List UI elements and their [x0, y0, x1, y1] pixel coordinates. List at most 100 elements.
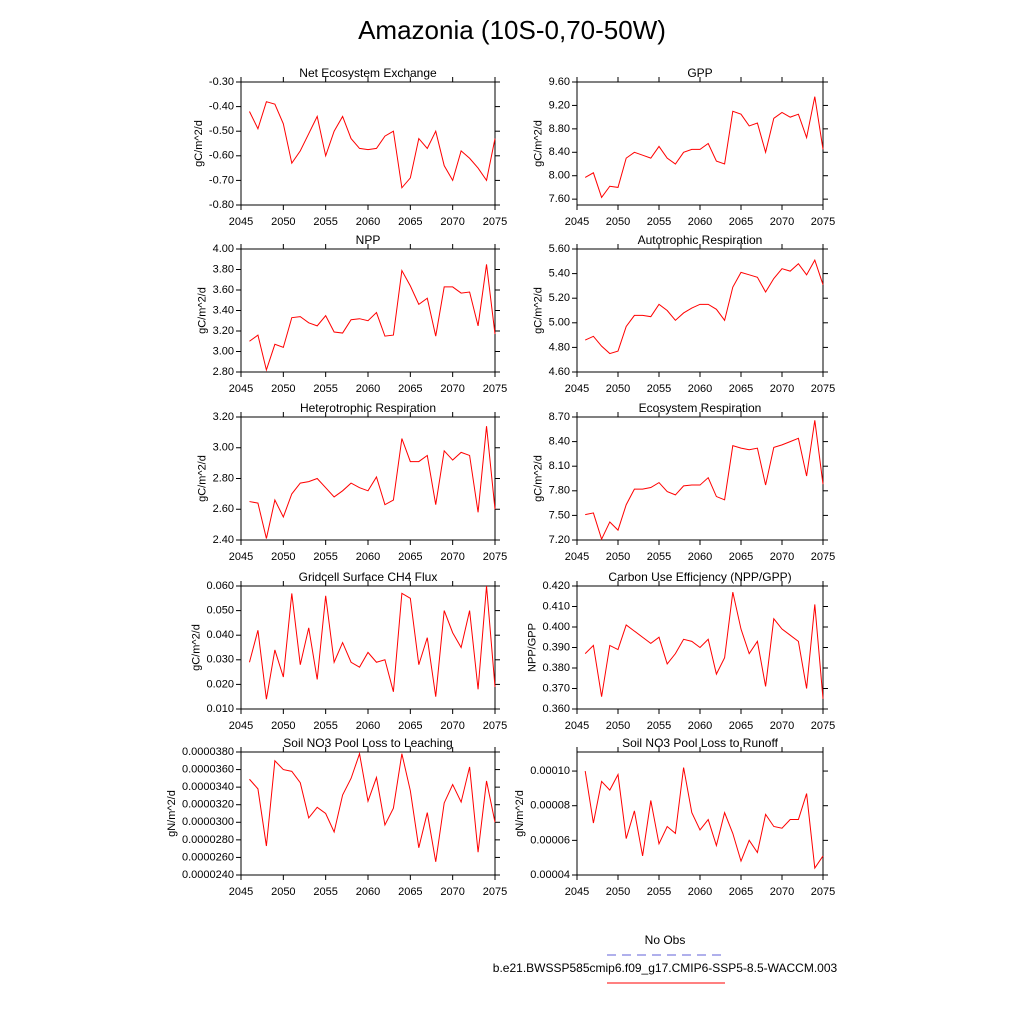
x-tick-label: 2070	[770, 551, 794, 563]
x-tick-label: 2065	[729, 886, 753, 898]
x-tick-label: 2050	[606, 720, 630, 732]
y-tick-label: 3.00	[213, 442, 234, 454]
x-tick-label: 2060	[356, 551, 380, 563]
y-axis-label: gC/m^2/d	[532, 120, 544, 167]
x-tick-label: 2075	[483, 720, 507, 732]
y-tick-label: -0.80	[209, 199, 234, 211]
x-tick-label: 2045	[565, 720, 589, 732]
y-tick-label: 8.80	[549, 123, 570, 135]
panel: GPP 7.60 8.00 8.40 8.80 9.20 9.60 2045 2050 2055 2…	[532, 66, 835, 228]
x-tick-label: 2060	[688, 886, 712, 898]
y-tick-label: 0.00010	[530, 765, 570, 777]
x-tick-label: 2060	[356, 886, 380, 898]
y-tick-label: 0.00006	[530, 834, 570, 846]
y-tick-label: 0.0000300	[182, 816, 234, 828]
x-tick-label: 2055	[647, 886, 671, 898]
y-tick-label: 0.040	[206, 629, 234, 641]
x-tick-label: 2075	[483, 216, 507, 228]
x-tick-label: 2050	[606, 383, 630, 395]
y-tick-label: 0.0000320	[182, 799, 234, 811]
x-tick-label: 2065	[729, 551, 753, 563]
panel: Autotrophic Respiration 4.60 4.80 5.00 5.20 5…	[532, 233, 835, 395]
y-axis-label: gC/m^2/d	[532, 287, 544, 334]
x-tick-label: 2075	[811, 720, 835, 732]
x-tick-label: 2070	[770, 383, 794, 395]
y-tick-label: 0.010	[206, 703, 234, 715]
data-line	[249, 264, 496, 372]
x-tick-label: 2055	[313, 886, 337, 898]
y-tick-label: 0.020	[206, 678, 234, 690]
y-tick-label: 3.40	[213, 304, 234, 316]
panel-title: Gridcell Surface CH4 Flux	[299, 570, 438, 584]
x-tick-label: 2075	[811, 886, 835, 898]
y-tick-label: 7.60	[549, 193, 570, 205]
legend-label: b.e21.BWSSP585cmip6.f09_g17.CMIP6-SSP5-8…	[493, 961, 838, 975]
x-tick-label: 2045	[229, 720, 253, 732]
y-tick-label: 0.0000340	[182, 781, 234, 793]
x-tick-label: 2070	[440, 720, 464, 732]
y-tick-label: 3.80	[213, 263, 234, 275]
panel: Net Ecosystem Exchange -0.80 -0.70 -0.60 -0.…	[193, 66, 507, 228]
data-line	[249, 426, 496, 539]
y-tick-label: 2.80	[213, 472, 234, 484]
y-tick-label: 7.80	[549, 485, 570, 497]
x-tick-label: 2065	[398, 551, 422, 563]
x-tick-label: 2070	[770, 720, 794, 732]
y-tick-label: -0.30	[209, 76, 234, 88]
y-tick-label: 0.050	[206, 605, 234, 617]
y-tick-label: 2.60	[213, 503, 234, 515]
x-tick-label: 2055	[647, 551, 671, 563]
x-tick-label: 2070	[440, 551, 464, 563]
x-tick-label: 2070	[440, 383, 464, 395]
x-tick-label: 2075	[811, 551, 835, 563]
y-tick-label: 4.80	[549, 341, 570, 353]
x-tick-label: 2065	[398, 216, 422, 228]
y-tick-label: 0.0000380	[182, 746, 234, 758]
y-tick-label: 0.00008	[530, 800, 570, 812]
y-tick-label: 8.70	[549, 411, 570, 423]
x-tick-label: 2075	[483, 551, 507, 563]
x-tick-label: 2055	[647, 383, 671, 395]
x-tick-label: 2045	[229, 551, 253, 563]
y-tick-label: 3.20	[213, 411, 234, 423]
panel-title: Carbon Use Efficiency (NPP/GPP)	[608, 570, 791, 584]
panel: Ecosystem Respiration 7.20 7.50 7.80 8.10 8.4…	[532, 401, 835, 563]
plot-frame	[240, 751, 496, 876]
figure-title: Amazonia (10S-0,70-50W)	[358, 15, 666, 45]
x-tick-label: 2065	[398, 383, 422, 395]
data-line	[584, 96, 824, 199]
plot-frame	[240, 585, 496, 710]
x-tick-label: 2060	[356, 720, 380, 732]
panel-title: NPP	[356, 233, 381, 247]
x-tick-label: 2070	[440, 886, 464, 898]
panel-title: Heterotrophic Respiration	[300, 401, 436, 415]
y-tick-label: -0.70	[209, 174, 234, 186]
y-tick-label: 0.360	[542, 703, 570, 715]
y-axis-label: gN/m^2/d	[166, 790, 178, 837]
panel-title: Ecosystem Respiration	[639, 401, 762, 415]
x-tick-label: 2060	[688, 551, 712, 563]
y-tick-label: 0.0000360	[182, 763, 234, 775]
y-axis-label: NPP/GPP	[526, 623, 538, 672]
x-tick-label: 2050	[271, 383, 295, 395]
y-tick-label: 7.50	[549, 509, 570, 521]
y-tick-label: 0.390	[542, 641, 570, 653]
y-tick-label: 0.060	[206, 580, 234, 592]
x-tick-label: 2055	[647, 720, 671, 732]
x-tick-label: 2050	[271, 551, 295, 563]
panel: Carbon Use Efficiency (NPP/GPP) 0.360 0.37…	[526, 570, 835, 732]
y-axis-label: gC/m^2/d	[193, 120, 205, 167]
data-line	[584, 592, 824, 699]
x-tick-label: 2045	[565, 216, 589, 228]
y-tick-label: 9.20	[549, 99, 570, 111]
x-tick-label: 2050	[606, 216, 630, 228]
x-tick-label: 2075	[483, 383, 507, 395]
x-tick-label: 2050	[271, 216, 295, 228]
y-tick-label: 9.60	[549, 76, 570, 88]
y-tick-label: 8.40	[549, 146, 570, 158]
y-tick-label: 8.10	[549, 460, 570, 472]
y-tick-label: 0.00004	[530, 869, 570, 881]
x-tick-label: 2060	[688, 383, 712, 395]
y-tick-label: 4.00	[213, 243, 234, 255]
panel-title: Soil NO3 Pool Loss to Runoff	[622, 736, 779, 750]
